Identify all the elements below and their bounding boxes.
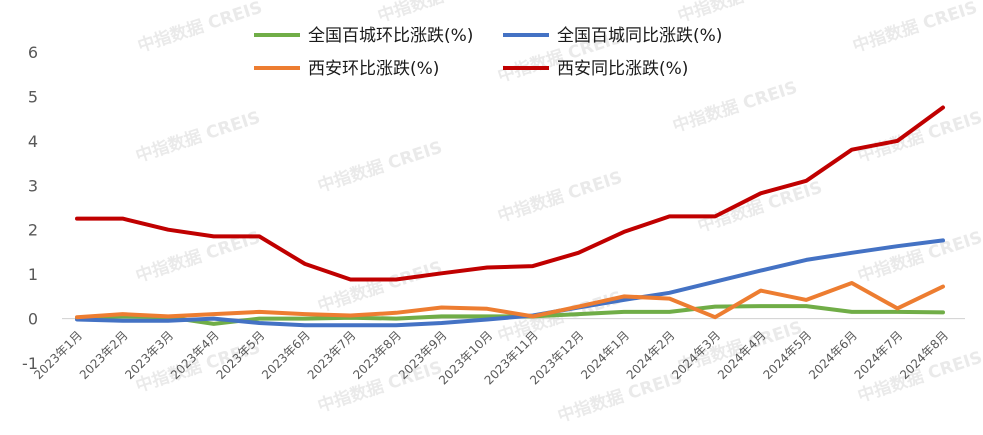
watermark-text: 中指数据 CREIS: [670, 77, 800, 137]
series-line-3: [75, 105, 945, 282]
y-axis: -1 0 1 2 3 4 5 6: [22, 43, 38, 373]
series-line-1: [75, 238, 945, 328]
y-tick-label: 5: [28, 87, 38, 106]
y-tick-label: 1: [28, 265, 38, 284]
watermark-text: 中指数据 CREIS: [850, 0, 980, 57]
watermark-text: 中指数据 CREIS: [555, 367, 685, 427]
legend-item-1: 全国百城同比涨跌(%): [503, 26, 722, 46]
legend-item-3: 西安同比涨跌(%): [503, 59, 688, 79]
legend: 全国百城环比涨跌(%) 全国百城同比涨跌(%) 西安环比涨跌(%) 西安同比涨跌(%): [254, 26, 722, 79]
x-tick-label: 2024年1月: [578, 328, 632, 382]
legend-label: 全国百城同比涨跌(%): [557, 26, 722, 46]
x-tick-label: 2023年7月: [305, 328, 359, 382]
y-tick-label: 0: [28, 310, 38, 329]
watermark-text: 中指数据 CREIS: [695, 177, 825, 237]
series-line-2: [75, 281, 945, 320]
watermark-text: 中指数据 CREIS: [133, 107, 263, 167]
series-layer: [75, 105, 945, 328]
y-tick-label: 2: [28, 221, 38, 240]
legend-item-2: 西安环比涨跌(%): [254, 59, 439, 79]
watermark-text: 中指数据 CREIS: [135, 0, 265, 57]
watermark-text: 中指数据 CREIS: [495, 167, 625, 227]
watermark-text: 中指数据 CREIS: [855, 227, 983, 287]
x-tick-label: 2023年1月: [31, 328, 85, 382]
y-tick-label: -1: [22, 354, 38, 373]
x-tick-label: 2023年6月: [259, 328, 313, 382]
x-tick-label: 2024年6月: [806, 328, 860, 382]
legend-label: 西安环比涨跌(%): [308, 59, 439, 79]
y-tick-label: 4: [28, 132, 38, 151]
y-tick-label: 3: [28, 176, 38, 195]
y-tick-label: 6: [28, 43, 38, 62]
x-tick-label: 2023年2月: [77, 328, 131, 382]
watermark-text: 中指数据 CREIS: [855, 107, 983, 167]
legend-item-0: 全国百城环比涨跌(%): [254, 26, 473, 46]
watermark-text: 中指数据 CREIS: [315, 137, 445, 197]
legend-label: 西安同比涨跌(%): [557, 59, 688, 79]
legend-label: 全国百城环比涨跌(%): [308, 26, 473, 46]
watermark-text: 中指数据 CREIS: [675, 0, 805, 27]
watermark-text: 中指数据 CREIS: [315, 357, 445, 417]
watermark-text: 中指数据 CREIS: [375, 0, 505, 27]
